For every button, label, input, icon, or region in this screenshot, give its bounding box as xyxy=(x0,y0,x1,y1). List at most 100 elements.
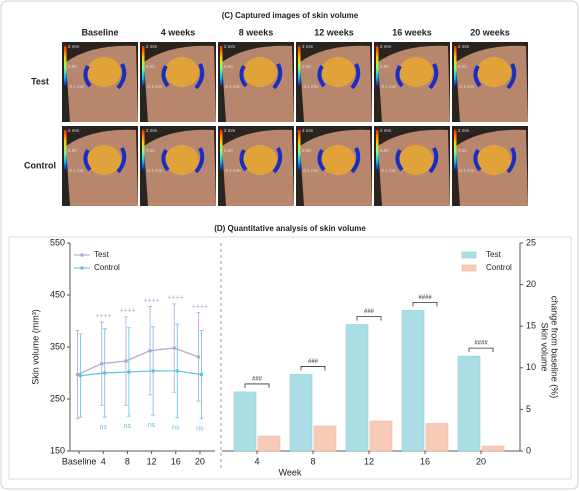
significance: #### xyxy=(474,341,488,347)
volume-map xyxy=(321,145,355,175)
scale-label: -0.1 mm xyxy=(458,84,475,89)
scale-label: 0.00 xyxy=(146,148,155,153)
volume-edge xyxy=(395,148,404,172)
volume-edge xyxy=(272,63,283,90)
scale-label: 0.00 xyxy=(68,148,77,153)
y-tick-label: 25 xyxy=(526,237,536,247)
color-bar xyxy=(64,130,67,170)
volume-map xyxy=(243,57,277,87)
color-bar xyxy=(376,46,379,86)
volume-edge xyxy=(317,148,326,172)
scale-label: 2 mm xyxy=(380,128,392,133)
data-point xyxy=(127,370,131,374)
scale-label: 0.00 xyxy=(146,64,155,69)
x-tick-label: 20 xyxy=(476,456,486,466)
scale-label: -0.1 mm xyxy=(458,168,475,173)
data-point xyxy=(78,373,83,378)
y-tick-label: 0 xyxy=(526,445,531,455)
scale-label: 2 mm xyxy=(146,128,158,133)
column-header: 16 weeks xyxy=(392,27,432,37)
scale-label: 0.00 xyxy=(458,148,467,153)
scale-label: 2 mm xyxy=(68,128,80,133)
series-line xyxy=(77,347,199,376)
scale-label: 2 mm xyxy=(302,128,314,133)
volume-edge xyxy=(473,64,482,88)
color-bar xyxy=(376,130,379,170)
data-point xyxy=(102,371,107,375)
x-tick-label: 8 xyxy=(125,456,130,466)
row-label: Control xyxy=(24,160,56,170)
bar xyxy=(345,324,369,452)
scale-label: 2 mm xyxy=(146,44,158,49)
volume-edge xyxy=(272,147,283,174)
scale-label: -0.1 mm xyxy=(224,168,241,173)
data-point xyxy=(124,359,128,363)
volume-edge xyxy=(116,63,127,90)
significance-bracket xyxy=(468,347,494,353)
volume-edge xyxy=(506,63,517,90)
x-tick-label: 4 xyxy=(101,456,106,466)
volume-edge xyxy=(194,147,205,174)
volume-edge xyxy=(239,148,248,172)
significance: ++++ xyxy=(143,297,159,304)
scale-label: 2 mm xyxy=(458,44,470,49)
color-bar xyxy=(454,130,457,170)
data-point xyxy=(148,348,152,353)
significance: ++++ xyxy=(119,308,135,315)
significance: ns xyxy=(100,424,108,431)
column-header: Baseline xyxy=(81,27,118,37)
y-tick-label: 550 xyxy=(50,237,65,247)
bar xyxy=(425,423,449,452)
volume-edge xyxy=(83,64,92,88)
color-bar xyxy=(220,46,223,86)
x-tick-label: 16 xyxy=(420,456,430,466)
volume-edge xyxy=(161,64,170,88)
volume-edge xyxy=(428,147,439,174)
series-line xyxy=(80,370,202,377)
data-point xyxy=(175,369,180,373)
color-bar xyxy=(454,46,457,86)
column-header: 20 weeks xyxy=(470,27,510,37)
significance-bracket xyxy=(412,301,438,307)
legend-label: Test xyxy=(486,250,501,259)
legend-marker xyxy=(80,253,84,257)
significance: ### xyxy=(308,359,319,365)
x-tick-label: 12 xyxy=(364,456,374,466)
y-tick-label: 20 xyxy=(526,279,536,289)
significance-bracket xyxy=(244,383,270,388)
panel-c-title: (C) Captured images of skin volume xyxy=(222,11,359,20)
color-bar xyxy=(142,46,145,86)
scale-label: -0.1 mm xyxy=(224,84,241,89)
data-point xyxy=(75,372,80,377)
x-tick-label: 16 xyxy=(171,456,181,466)
column-header: 4 weeks xyxy=(161,27,196,37)
data-point xyxy=(172,346,177,350)
x-tick-label: Baseline xyxy=(62,456,97,466)
scale-label: -0.1 mm xyxy=(380,84,397,89)
significance: ns xyxy=(172,425,180,432)
volume-edge xyxy=(239,64,248,88)
y-tick-label: 450 xyxy=(50,289,65,299)
volume-edge xyxy=(395,64,404,88)
significance: ns xyxy=(124,423,132,430)
scale-label: 2 mm xyxy=(224,128,236,133)
row-label: Test xyxy=(31,76,49,86)
x-axis-label: Week xyxy=(279,467,302,477)
bar xyxy=(481,445,505,452)
volume-edge xyxy=(350,147,361,174)
volume-map xyxy=(243,145,277,175)
volume-edge xyxy=(506,147,517,174)
y-axis-label: Skin volume xyxy=(540,322,550,371)
color-bar xyxy=(298,130,301,170)
y-tick-label: 15 xyxy=(526,321,536,331)
scale-label: -0.1 mm xyxy=(68,84,85,89)
scale-label: -0.1 mm xyxy=(380,168,397,173)
volume-map xyxy=(477,57,511,87)
volume-map xyxy=(399,57,433,87)
volume-edge xyxy=(473,148,482,172)
column-header: 12 weeks xyxy=(314,27,354,37)
significance: #### xyxy=(418,295,432,301)
significance: ns xyxy=(148,422,156,429)
scale-label: 0.00 xyxy=(380,148,389,153)
legend-swatch xyxy=(461,264,477,272)
